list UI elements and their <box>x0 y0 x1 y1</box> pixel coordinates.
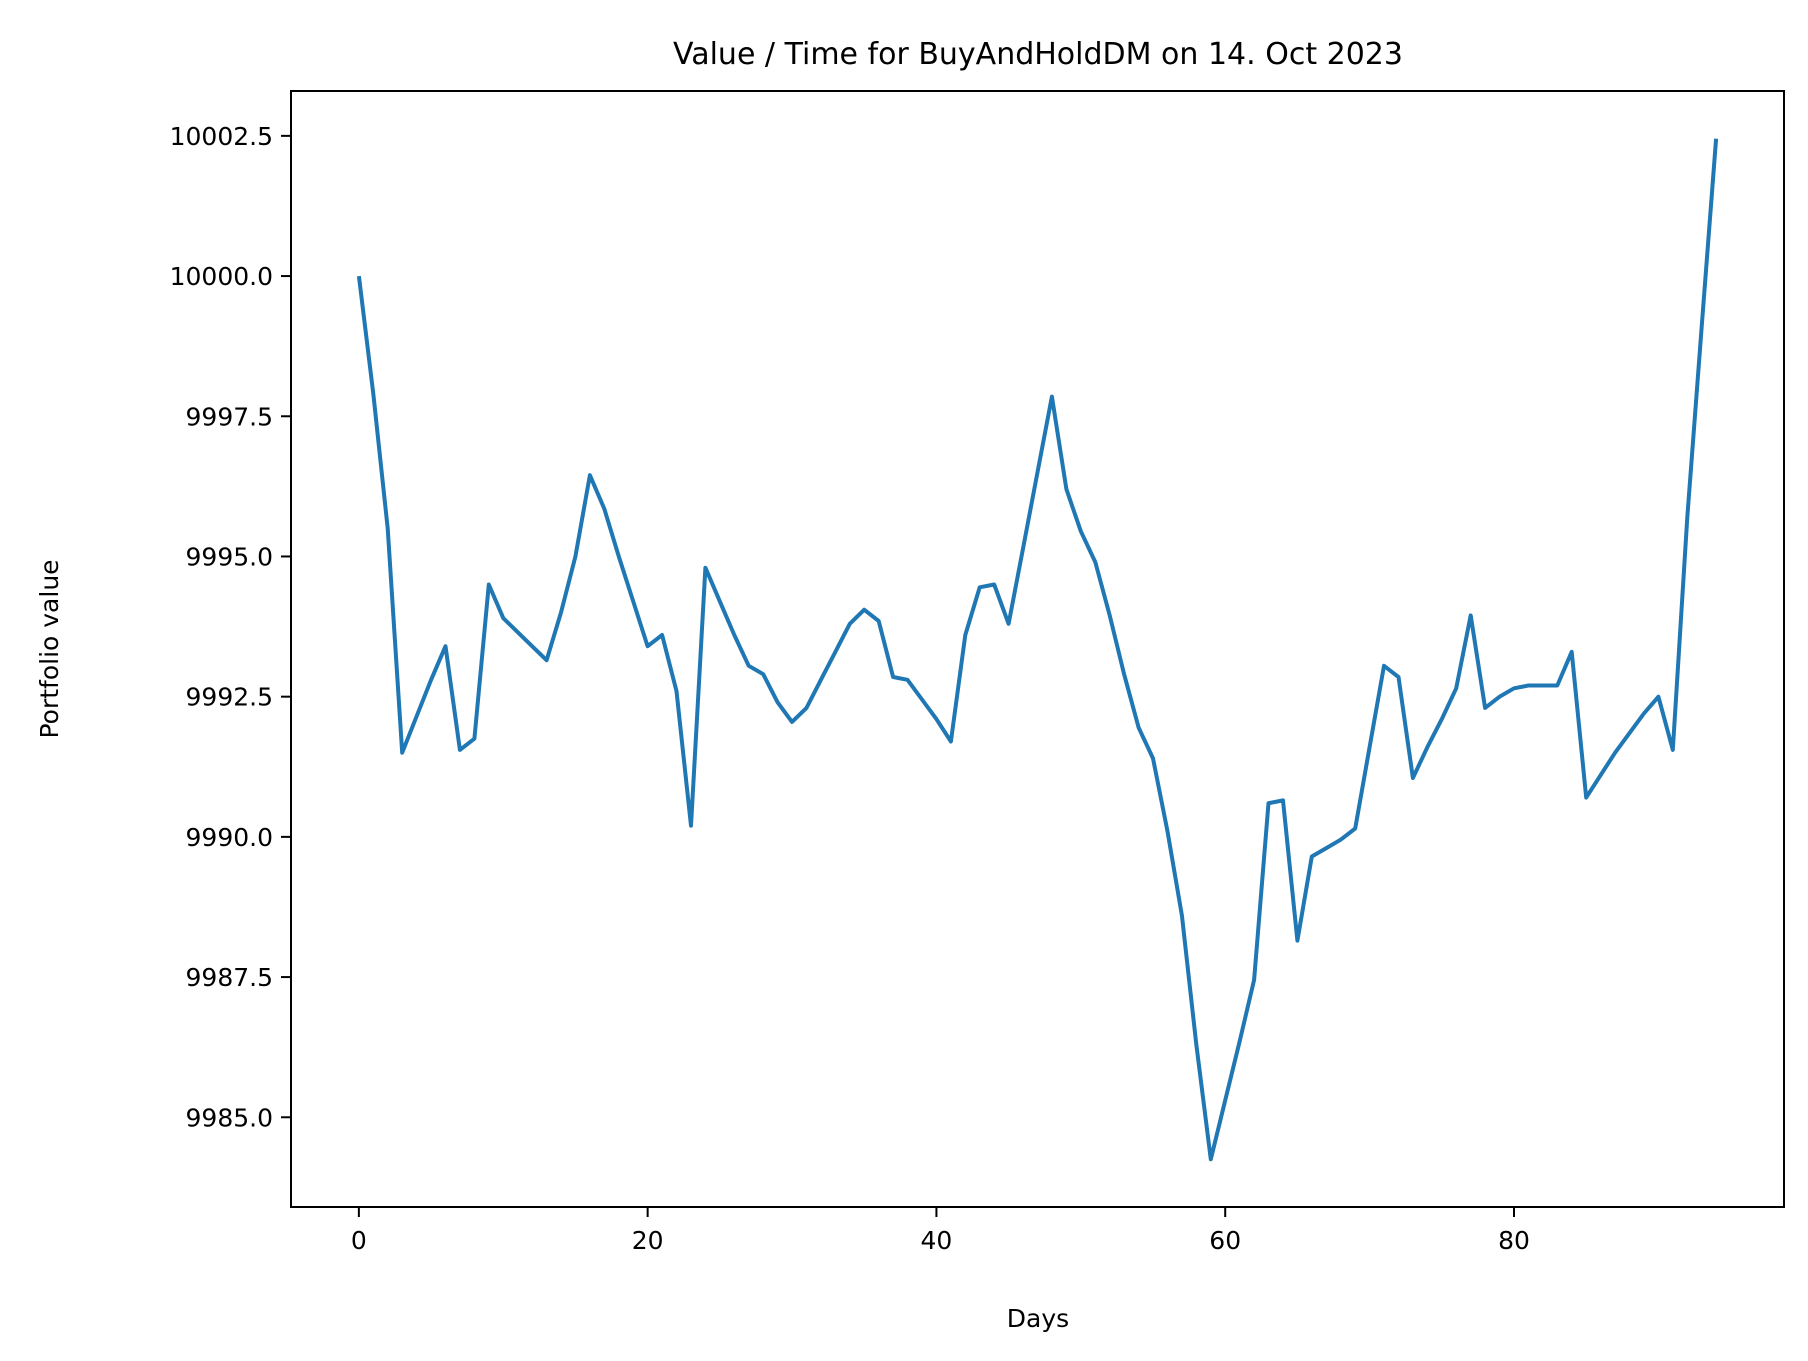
y-tick-label: 9987.5 <box>186 963 273 992</box>
y-tick-label: 9997.5 <box>186 402 273 431</box>
x-tick-label: 80 <box>1498 1226 1530 1255</box>
x-axis-label: Days <box>1007 1304 1069 1333</box>
y-ticks: 9985.0 9987.5 9990.0 9992.5 9995.0 9997.5 1000… <box>170 122 291 1132</box>
y-tick-label: 9985.0 <box>186 1103 273 1132</box>
y-tick-label: 9995.0 <box>186 542 273 571</box>
x-ticks: 0 20 40 60 80 <box>351 1207 1530 1255</box>
y-tick-label: 10000.0 <box>170 262 273 291</box>
x-tick-label: 20 <box>632 1226 664 1255</box>
y-tick-label: 10002.5 <box>170 122 273 151</box>
x-tick-label: 60 <box>1209 1226 1241 1255</box>
y-tick-label: 9992.5 <box>186 683 273 712</box>
y-axis-label: Portfolio value <box>35 559 64 738</box>
x-tick-label: 40 <box>921 1226 953 1255</box>
x-tick-label: 0 <box>351 1226 367 1255</box>
plot-frame <box>290 90 1785 1208</box>
y-tick-label: 9990.0 <box>186 823 273 852</box>
chart-title: Value / Time for BuyAndHoldDM on 14. Oct… <box>673 37 1403 72</box>
portfolio-value-line <box>356 138 1719 1162</box>
